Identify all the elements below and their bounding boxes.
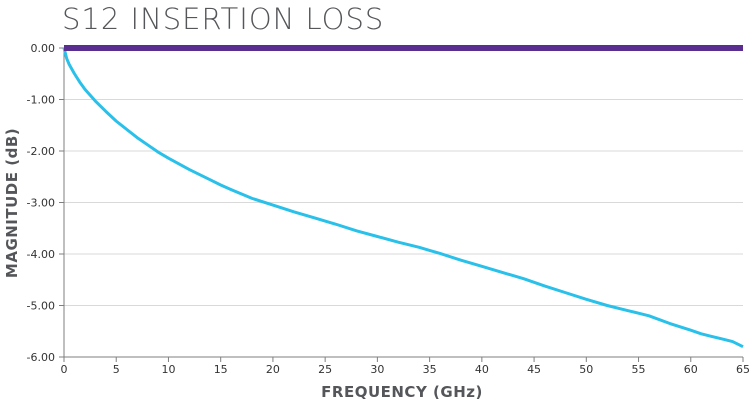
- y-tick-label: -4.00: [27, 248, 55, 261]
- x-tick-label: 65: [736, 363, 750, 376]
- axes: [59, 47, 744, 362]
- grid-lines: [64, 47, 743, 358]
- y-axis-title: MAGNITUDE (dB): [3, 128, 21, 278]
- y-tick-label: -6.00: [27, 351, 55, 364]
- x-tick-label: 5: [113, 363, 120, 376]
- y-tick-label: -3.00: [27, 197, 55, 210]
- x-tick-label: 25: [318, 363, 332, 376]
- chart-title: S12 INSERTION LOSS: [62, 2, 385, 36]
- x-axis-title: FREQUENCY (GHz): [321, 383, 483, 401]
- y-tick-label: 0.00: [31, 42, 56, 55]
- x-tick-label: 15: [214, 363, 228, 376]
- series-layer: [62, 45, 744, 349]
- y-tick-label: -1.00: [27, 94, 55, 107]
- x-tick-label: 35: [423, 363, 437, 376]
- x-tick-label: 45: [527, 363, 541, 376]
- y-tick-label: -2.00: [27, 145, 55, 158]
- x-tick-label: 20: [266, 363, 280, 376]
- y-tick-label: -5.00: [27, 300, 55, 313]
- x-tick-label: 30: [370, 363, 384, 376]
- tick-labels: 0.00 -1.00 -2.00 -3.00 -4.00 -5.00 -6.00 0 5 10 15…: [27, 42, 750, 376]
- series-line-insertion-loss: [62, 47, 744, 349]
- x-tick-label: 40: [475, 363, 489, 376]
- x-tick-label: 60: [684, 363, 698, 376]
- x-tick-label: 0: [61, 363, 68, 376]
- x-tick-label: 55: [632, 363, 646, 376]
- x-tick-label: 10: [161, 363, 175, 376]
- x-tick-label: 50: [579, 363, 593, 376]
